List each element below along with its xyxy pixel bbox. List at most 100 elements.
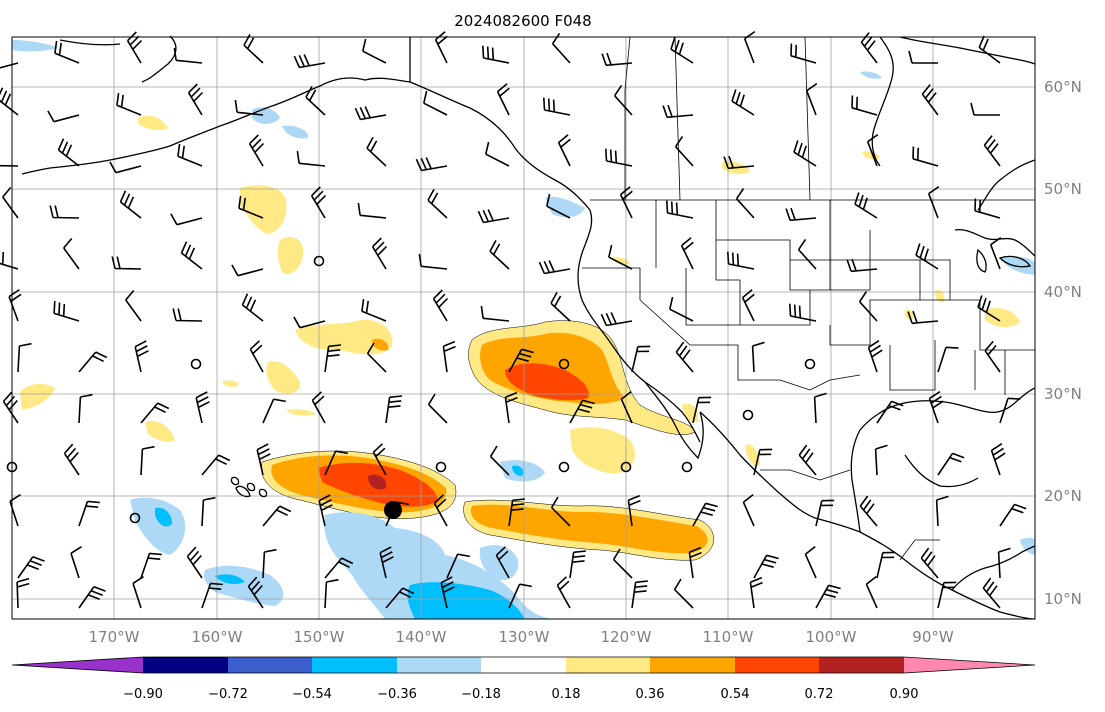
colorbar-tick: −0.54	[292, 687, 332, 702]
lon-label: 130°W	[499, 628, 550, 646]
wind-barb	[999, 397, 1021, 424]
wind-barb	[379, 546, 394, 579]
wind-barb	[78, 500, 100, 527]
wind-barb	[432, 289, 449, 322]
wind-barb	[935, 495, 949, 527]
wind-barb	[477, 209, 510, 224]
wind-barb	[134, 340, 149, 373]
wind-barb	[997, 547, 1011, 579]
lon-label: 160°W	[192, 628, 243, 646]
wind-barb	[116, 92, 142, 116]
storm-center-dot	[384, 501, 402, 519]
lon-label: 140°W	[396, 628, 447, 646]
wind-barb	[815, 499, 835, 527]
wind-barb	[846, 258, 878, 273]
wind-barb	[119, 190, 142, 219]
wind-barb	[983, 135, 1001, 167]
wind-barb	[874, 444, 888, 476]
wind-barb	[172, 308, 203, 322]
wind-barb	[798, 444, 817, 476]
map-frame	[11, 36, 1036, 620]
colorbar-tick: 0.36	[636, 687, 665, 702]
wind-barb	[361, 298, 387, 322]
wind-barb	[126, 31, 143, 64]
wind-barb	[912, 146, 939, 167]
wind-barb	[908, 50, 938, 64]
wind-barb	[262, 398, 286, 424]
wind-barb	[324, 450, 348, 476]
calm-wind-marker	[558, 461, 570, 473]
wind-barb	[111, 256, 142, 270]
wind-barb	[785, 207, 817, 222]
calm-wind-marker	[190, 358, 202, 370]
wind-barb	[797, 238, 817, 270]
wind-barb	[0, 62, 19, 69]
coastlines	[21, 35, 1036, 620]
wind-barb	[866, 133, 879, 167]
wind-barb	[434, 31, 448, 64]
wind-barb	[17, 342, 32, 373]
colorbar-tick: −0.36	[377, 687, 417, 702]
wind-barb	[546, 193, 571, 219]
colorbar-cell	[735, 657, 819, 673]
wind-barb	[937, 346, 959, 373]
lon-label: 110°W	[703, 628, 754, 646]
wind-barb	[680, 237, 694, 270]
wind-barb	[496, 83, 510, 116]
wind-barb	[978, 35, 1001, 64]
lon-label: 100°W	[806, 628, 857, 646]
wind-barb	[293, 316, 326, 329]
wind-barb	[177, 143, 203, 167]
wind-barb	[201, 496, 216, 527]
wind-barb	[427, 393, 448, 424]
wind-barb	[357, 202, 387, 219]
calm-wind-marker	[620, 461, 632, 473]
wind-barb	[867, 340, 883, 373]
lat-label: 20°N	[1044, 487, 1082, 505]
colorbar-tick: −0.18	[461, 687, 501, 702]
wind-barb	[793, 140, 817, 167]
wind-barb	[631, 345, 651, 373]
wind-barb	[605, 148, 633, 167]
wind-barb	[293, 54, 326, 69]
wind-barb	[248, 134, 265, 167]
wind-barb	[446, 553, 470, 579]
wind-barb	[692, 396, 712, 424]
wind-barb	[543, 97, 571, 116]
wind-barb	[813, 392, 827, 424]
wind-barb	[415, 157, 448, 172]
wind-barb	[234, 99, 264, 116]
wind-barb	[790, 43, 817, 64]
wind-barb	[442, 340, 456, 373]
wind-barb	[180, 241, 203, 270]
wind-barb	[631, 580, 648, 609]
wind-barb	[480, 305, 510, 322]
lat-label: 30°N	[1044, 385, 1082, 403]
wind-barb	[170, 213, 203, 226]
calm-wind-marker	[313, 255, 325, 267]
wind-barb	[433, 494, 448, 527]
wind-barb	[859, 495, 878, 527]
wind-barb	[0, 87, 19, 116]
lon-label: 170°W	[89, 628, 140, 646]
lat-label: 10°N	[1044, 590, 1082, 608]
wind-barb	[670, 37, 694, 64]
colorbar-cell	[566, 657, 650, 673]
wind-barb	[201, 454, 231, 476]
wind-barb	[927, 185, 940, 219]
wind-barb	[296, 150, 326, 167]
wind-barb	[57, 138, 80, 167]
wind-barb	[915, 243, 939, 270]
colorbar-tick: −0.72	[208, 687, 248, 702]
colorbar-tick: 0.72	[805, 687, 834, 702]
wind-barb	[125, 289, 142, 322]
wind-barb	[371, 237, 388, 270]
wind-barb	[354, 106, 387, 121]
wind-barb	[318, 494, 333, 527]
wind-barb	[613, 84, 633, 116]
wind-barb	[556, 576, 571, 609]
wind-barb	[109, 161, 142, 174]
wind-barb	[310, 186, 327, 219]
wind-barb	[241, 293, 264, 322]
wind-barb	[49, 205, 80, 219]
